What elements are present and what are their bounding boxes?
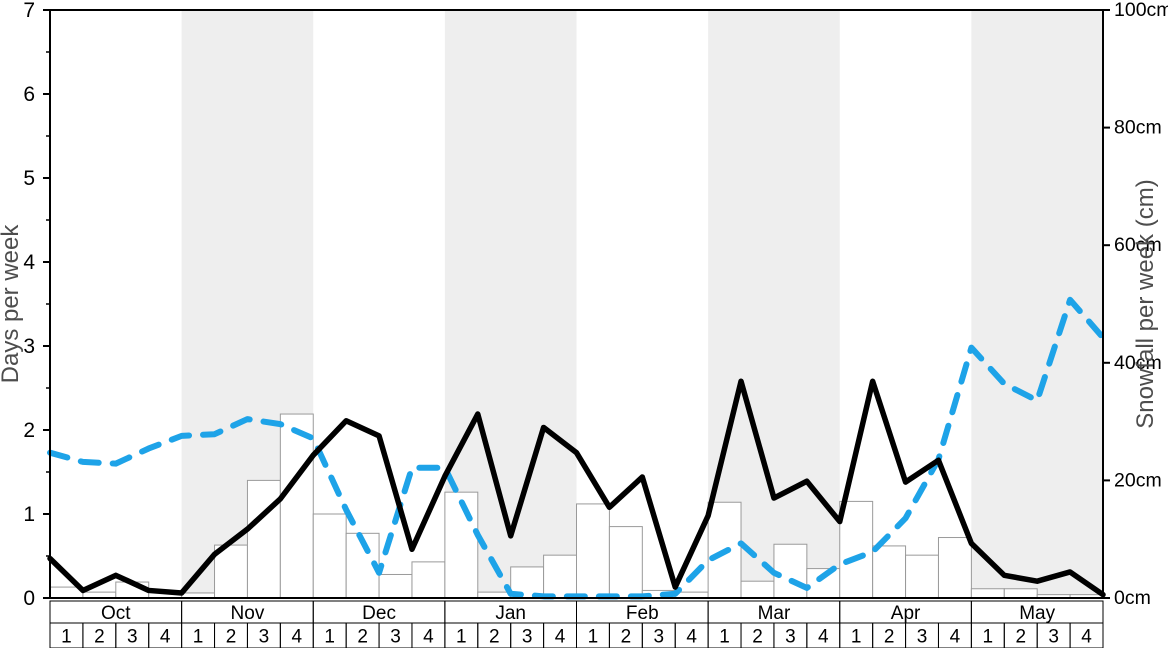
- svg-text:2: 2: [23, 419, 35, 442]
- svg-text:0: 0: [23, 587, 35, 610]
- svg-text:7: 7: [23, 0, 35, 22]
- svg-text:Oct: Oct: [101, 603, 131, 624]
- svg-text:0cm: 0cm: [1114, 587, 1151, 609]
- svg-text:6: 6: [23, 83, 35, 106]
- svg-text:4: 4: [950, 627, 961, 648]
- svg-text:20cm: 20cm: [1114, 469, 1162, 491]
- svg-text:4: 4: [23, 251, 35, 274]
- svg-text:1: 1: [983, 627, 994, 648]
- svg-text:Snowfall per week (cm): Snowfall per week (cm): [1132, 179, 1159, 428]
- svg-text:Feb: Feb: [626, 603, 659, 624]
- svg-text:Apr: Apr: [891, 603, 921, 624]
- svg-text:3: 3: [522, 627, 533, 648]
- svg-text:2: 2: [621, 627, 632, 648]
- svg-text:1: 1: [61, 627, 72, 648]
- svg-text:100cm: 100cm: [1114, 0, 1168, 21]
- svg-text:Mar: Mar: [758, 603, 791, 624]
- svg-text:4: 4: [555, 627, 566, 648]
- svg-text:1: 1: [324, 627, 335, 648]
- svg-text:Days per week: Days per week: [0, 224, 24, 384]
- svg-text:3: 3: [23, 335, 35, 358]
- svg-text:4: 4: [292, 627, 303, 648]
- svg-text:3: 3: [785, 627, 796, 648]
- svg-text:1: 1: [456, 627, 467, 648]
- svg-text:2: 2: [884, 627, 895, 648]
- svg-text:2: 2: [226, 627, 237, 648]
- svg-text:1: 1: [719, 627, 730, 648]
- svg-text:1: 1: [588, 627, 599, 648]
- svg-text:2: 2: [357, 627, 368, 648]
- svg-text:4: 4: [160, 627, 171, 648]
- svg-text:Nov: Nov: [231, 603, 265, 624]
- svg-text:4: 4: [818, 627, 829, 648]
- svg-text:2: 2: [94, 627, 105, 648]
- svg-text:Dec: Dec: [362, 603, 396, 624]
- svg-text:4: 4: [423, 627, 434, 648]
- svg-text:2: 2: [752, 627, 763, 648]
- svg-text:80cm: 80cm: [1114, 117, 1162, 139]
- svg-text:3: 3: [917, 627, 928, 648]
- svg-text:3: 3: [653, 627, 664, 648]
- svg-text:3: 3: [1048, 627, 1059, 648]
- svg-text:4: 4: [1081, 627, 1092, 648]
- svg-text:1: 1: [851, 627, 862, 648]
- svg-text:3: 3: [390, 627, 401, 648]
- svg-text:4: 4: [686, 627, 697, 648]
- svg-text:5: 5: [23, 167, 35, 190]
- svg-text:2: 2: [1015, 627, 1026, 648]
- svg-text:3: 3: [259, 627, 270, 648]
- svg-text:2: 2: [489, 627, 500, 648]
- svg-text:3: 3: [127, 627, 138, 648]
- svg-text:May: May: [1019, 603, 1055, 624]
- svg-text:1: 1: [23, 503, 35, 526]
- svg-text:1: 1: [193, 627, 204, 648]
- svg-text:Jan: Jan: [495, 603, 526, 624]
